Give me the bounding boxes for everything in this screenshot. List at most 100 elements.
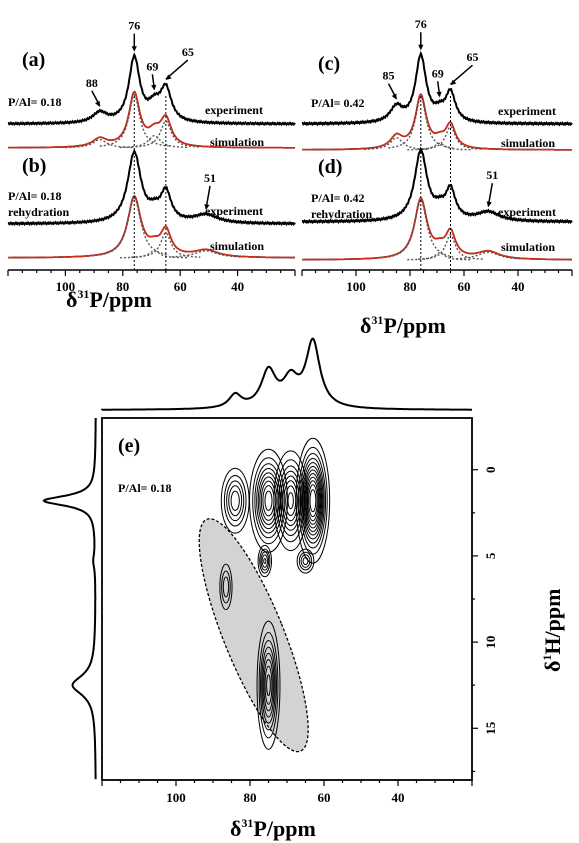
contour-3-5 xyxy=(230,490,240,511)
panel-d-label: (d) xyxy=(318,156,342,178)
panel-d: (d) P/Al= 0.42 rehydration experiment si… xyxy=(301,96,573,294)
simulation-sum-line-b xyxy=(8,195,295,259)
contour-0-12 xyxy=(309,489,317,513)
contour-4-1 xyxy=(257,544,273,578)
simulation-sum-line-c xyxy=(302,93,572,151)
simulation-sum-line-a xyxy=(8,90,295,149)
component-c-2 xyxy=(407,142,473,151)
e-y-tick-label-5: 5 xyxy=(483,552,498,559)
contour-7-7 xyxy=(264,665,273,705)
panel-a-label: (a) xyxy=(22,49,45,71)
component-c-3 xyxy=(418,125,483,150)
contour-7-3 xyxy=(260,640,277,731)
contour-6-1 xyxy=(219,563,233,611)
contour-6-3 xyxy=(222,576,230,598)
contour-6-2 xyxy=(221,570,231,604)
panel-a-ratio: P/Al= 0.18 xyxy=(8,95,62,109)
contour-5-2 xyxy=(298,551,313,571)
component-d-1 xyxy=(407,252,473,261)
annotation-arrow-a-65 xyxy=(165,59,189,80)
x-tick-label-d-60: 60 xyxy=(458,279,471,294)
x-axis-label-left: δ31P/ppm xyxy=(66,287,152,312)
panel-d-rehydration: rehydration xyxy=(311,207,372,221)
panel-d-simulation-label: simulation xyxy=(501,240,555,254)
experiment-line-c xyxy=(301,50,573,127)
contour-3-4 xyxy=(228,485,243,517)
contour-5-1 xyxy=(296,548,315,574)
contour-1-8 xyxy=(287,492,294,510)
component-b-0 xyxy=(99,197,169,256)
panel-b-experiment-label: experiment xyxy=(205,204,263,218)
panel-a: (a) P/Al= 0.18 experiment simulation 88 7… xyxy=(7,19,296,149)
annotation-arrowhead-c-85 xyxy=(391,93,397,100)
e-y-tick-label-0: 0 xyxy=(483,466,498,473)
annotation-label-d-51: 51 xyxy=(486,168,498,182)
annotation-arrowhead-a-69 xyxy=(151,84,157,91)
component-b-2 xyxy=(131,231,201,258)
contour-0-9 xyxy=(306,476,320,525)
contour-2-6 xyxy=(259,476,278,526)
annotation-label-c-69: 69 xyxy=(432,66,444,80)
panel-e-label: (e) xyxy=(118,435,140,457)
annotation-arrowhead-c-69 xyxy=(436,91,442,98)
panel-b-simulation-label: simulation xyxy=(210,239,264,253)
component-d-2 xyxy=(418,233,483,260)
annotation-arrowhead-c-76 xyxy=(418,44,424,51)
projection-left-line xyxy=(42,418,97,780)
x-tick-label-b-80: 80 xyxy=(116,279,129,294)
experiment-line-a xyxy=(7,52,296,127)
panel-b-rehydration: rehydration xyxy=(8,205,69,219)
annotation-arrowhead-d-51 xyxy=(486,201,492,208)
contour-0-6 xyxy=(303,465,323,536)
panel-b-label: (b) xyxy=(22,155,46,177)
component-d-3 xyxy=(455,251,521,260)
e-x-tick-label-60: 60 xyxy=(318,790,331,805)
panel-b: (b) P/Al= 0.18 rehydration experiment si… xyxy=(7,96,296,294)
annotation-label-c-85: 85 xyxy=(383,69,395,83)
contour-2-5 xyxy=(257,472,280,530)
contour-7-4 xyxy=(261,646,276,724)
contour-5-4 xyxy=(302,557,309,566)
contour-0-10 xyxy=(307,480,319,522)
contour-7-5 xyxy=(262,652,275,718)
x-tick-label-d-100: 100 xyxy=(346,279,366,294)
panel-a-simulation-label: simulation xyxy=(210,135,264,149)
contour-1-7 xyxy=(285,485,297,517)
x-tick-label-d-80: 80 xyxy=(404,279,417,294)
x-axis-label-2d: δ31P/ppm xyxy=(230,816,316,841)
annotation-arrowhead-a-65 xyxy=(165,74,172,81)
highlight-region xyxy=(198,518,309,753)
contour-4-4 xyxy=(261,554,268,568)
experiment-line-d xyxy=(301,146,573,225)
contour-4-3 xyxy=(260,551,270,571)
panel-c-ratio: P/Al= 0.42 xyxy=(311,96,365,110)
annotation-label-c-76: 76 xyxy=(415,17,427,31)
e-y-tick-label-10: 10 xyxy=(483,636,498,649)
contour-0-4 xyxy=(301,457,325,544)
annotation-label-a-76: 76 xyxy=(128,19,140,33)
e-x-tick-label-100: 100 xyxy=(166,790,186,805)
annotation-arrowhead-c-65 xyxy=(450,79,457,86)
contour-3-3 xyxy=(226,480,245,522)
component-b-1 xyxy=(119,250,189,259)
contour-0-11 xyxy=(308,484,318,518)
contour-4-2 xyxy=(259,548,271,574)
x-tick-label-b-100: 100 xyxy=(56,279,76,294)
panel-d-experiment-label: experiment xyxy=(498,205,556,219)
annotation-arrowhead-b-51 xyxy=(204,204,210,210)
contour-0-8 xyxy=(305,473,321,529)
x-axis-label-right: δ31P/ppm xyxy=(360,313,446,338)
e-y-tick-label-15: 15 xyxy=(483,721,498,735)
panel-e-ratio: P/Al= 0.18 xyxy=(118,481,172,495)
annotation-label-a-65: 65 xyxy=(182,45,194,59)
panel-b-ratio: P/Al= 0.18 xyxy=(8,189,62,203)
panel-c-label: (c) xyxy=(318,53,340,75)
x-tick-label-b-60: 60 xyxy=(174,279,187,294)
component-a-1 xyxy=(99,93,169,147)
contour-2-9 xyxy=(264,490,273,511)
x-tick-label-b-40: 40 xyxy=(231,279,244,294)
annotation-arrow-c-65 xyxy=(450,64,473,85)
contour-2-3 xyxy=(254,463,283,539)
panel-c-experiment-label: experiment xyxy=(498,104,556,118)
